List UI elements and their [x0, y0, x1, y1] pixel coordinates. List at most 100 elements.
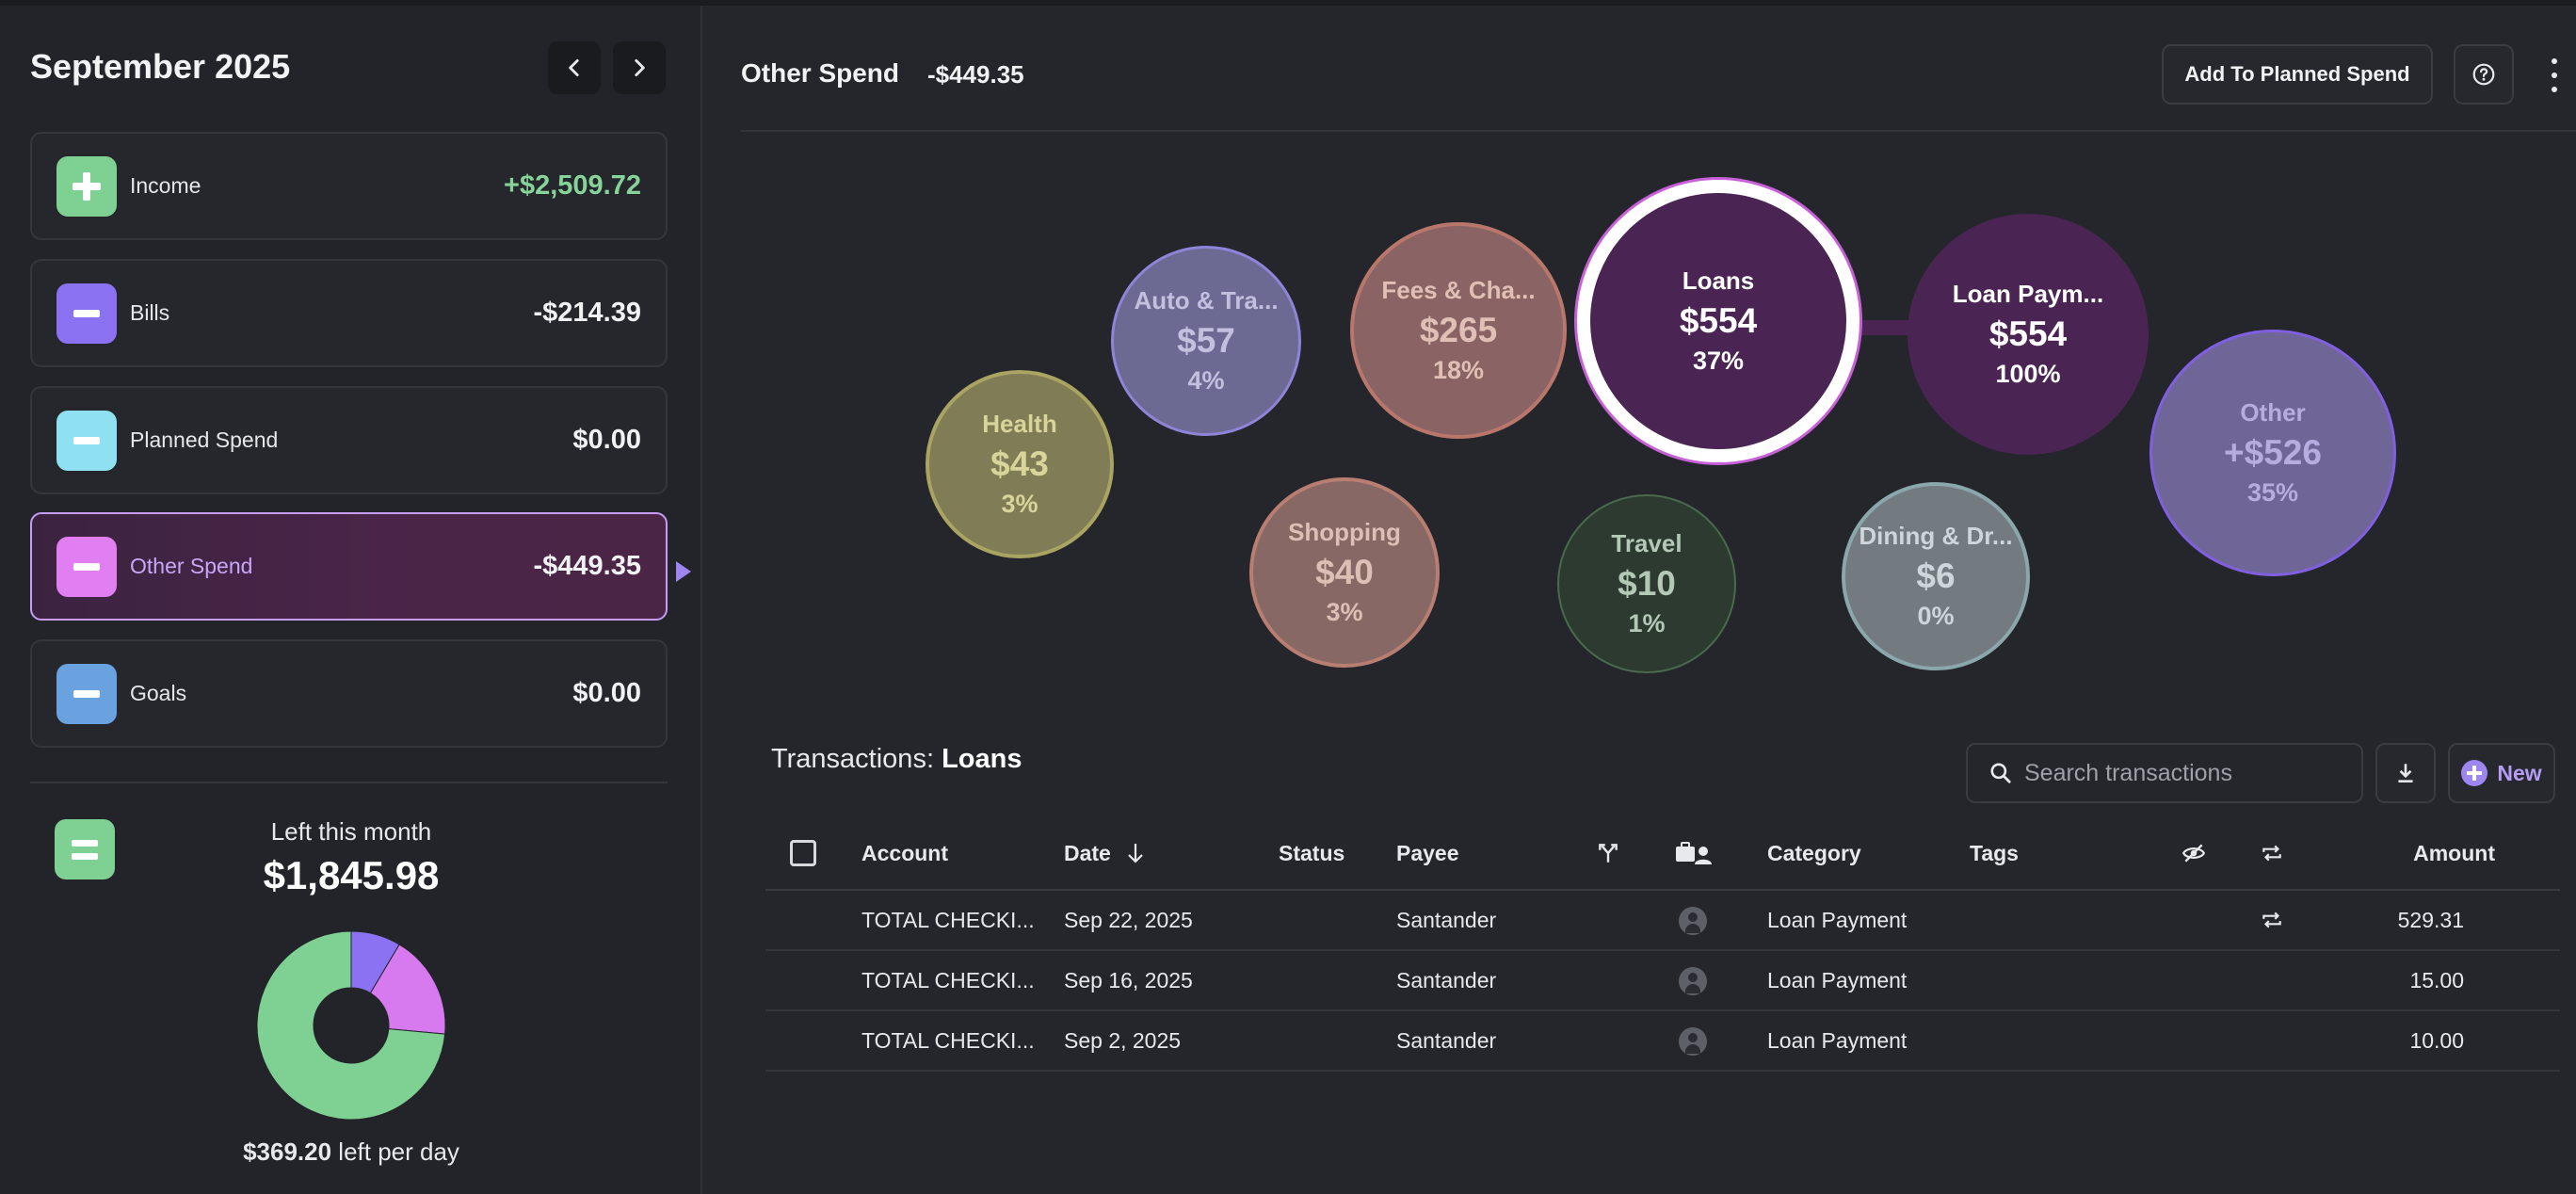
category-label: Goals	[130, 681, 187, 705]
category-card-income[interactable]: Income +$2,509.72	[30, 132, 668, 240]
bubble-amount: $265	[1419, 311, 1498, 349]
search-input[interactable]	[2024, 759, 2344, 787]
bubble-amount: $43	[990, 444, 1049, 483]
row-date: Sep 2, 2025	[1064, 1028, 1182, 1053]
column-header-payee[interactable]: Payee	[1396, 841, 1459, 865]
category-amount: -$214.39	[533, 298, 642, 328]
category-card-other-spend[interactable]: Other Spend -$449.35	[30, 512, 668, 621]
bubble-amount: $57	[1177, 321, 1235, 360]
bubble-fees-charges[interactable]: Fees & Cha... $265 18%	[1350, 222, 1567, 439]
bubble-loan-payment[interactable]: Loan Paym... $554 100%	[1908, 214, 2149, 455]
hidden-eye-icon[interactable]	[2181, 841, 2207, 865]
bubble-name: Dining & Dr...	[1859, 522, 2013, 550]
category-card-planned-spend[interactable]: Planned Spend $0.00	[30, 386, 668, 494]
personal-icon[interactable]	[1679, 907, 1707, 935]
personal-icon[interactable]	[1679, 967, 1707, 995]
row-date: Sep 16, 2025	[1064, 968, 1193, 992]
bubble-name: Travel	[1611, 529, 1682, 557]
next-month-button[interactable]	[613, 41, 666, 94]
split-icon[interactable]	[1596, 841, 1620, 865]
category-label: Planned Spend	[130, 428, 279, 452]
download-button[interactable]	[2375, 743, 2436, 803]
category-label: Other Spend	[130, 554, 253, 578]
bubble-percent: 1%	[1628, 609, 1666, 637]
new-button-label: New	[2497, 760, 2542, 785]
page-total: -$449.35	[927, 60, 1024, 89]
page-title: Other Spend	[741, 58, 900, 88]
category-amount: +$2,509.72	[504, 170, 641, 201]
category-label: Income	[130, 173, 201, 198]
bubble-name: Other	[2240, 398, 2306, 427]
bubble-amount: $554	[1679, 301, 1758, 340]
previous-month-button[interactable]	[548, 41, 601, 94]
row-category: Loan Payment	[1767, 908, 1908, 932]
bubble-dining-drinks[interactable]: Dining & Dr... $6 0%	[1842, 482, 2030, 670]
window-top-border	[0, 0, 2576, 6]
left-this-month-amount: $1,845.98	[263, 853, 440, 897]
equals-icon	[55, 819, 115, 879]
category-amount: $0.00	[572, 425, 641, 455]
category-amount: $0.00	[572, 678, 641, 708]
bubble-name: Auto & Tra...	[1134, 286, 1279, 315]
bubble-shopping[interactable]: Shopping $40 3%	[1249, 477, 1440, 668]
bubble-other[interactable]: Other +$526 35%	[2149, 330, 2396, 576]
row-date: Sep 22, 2025	[1064, 908, 1193, 932]
bubble-amount: $10	[1618, 564, 1676, 603]
add-circle-icon	[2461, 760, 2488, 786]
row-payee: Santander	[1396, 908, 1497, 932]
help-icon	[2472, 63, 2495, 86]
recurring-icon[interactable]	[2259, 908, 2285, 932]
more-options-icon[interactable]	[2548, 58, 2561, 92]
bubble-percent: 18%	[1432, 356, 1485, 384]
column-header-tags[interactable]: Tags	[1970, 841, 2019, 865]
per-day-label: left per day	[331, 1138, 459, 1166]
sort-descending-icon[interactable]	[1124, 841, 1147, 865]
category-card-bills[interactable]: Bills -$214.39	[30, 259, 668, 367]
row-account: TOTAL CHECKI...	[861, 968, 1035, 992]
bubble-name: Health	[982, 410, 1057, 438]
row-amount: 529.31	[2397, 908, 2464, 932]
bubble-percent: 3%	[1326, 598, 1363, 626]
business-personal-icon[interactable]	[1674, 840, 1714, 866]
plus-icon	[56, 155, 117, 217]
header-divider	[741, 130, 2576, 132]
add-to-planned-spend-button[interactable]: Add To Planned Spend	[2162, 44, 2433, 105]
column-header-status[interactable]: Status	[1279, 841, 1345, 865]
minus-icon	[56, 663, 117, 724]
chevron-right-icon	[635, 59, 645, 76]
column-header-amount[interactable]: Amount	[2413, 841, 2495, 865]
search-icon	[1990, 763, 2011, 783]
row-divider	[765, 949, 2560, 951]
bubble-percent: 100%	[1995, 360, 2061, 388]
category-card-goals[interactable]: Goals $0.00	[30, 639, 668, 748]
transactions-title-prefix: Transactions:	[771, 744, 942, 774]
row-category: Loan Payment	[1767, 1028, 1908, 1053]
row-payee: Santander	[1396, 968, 1497, 992]
bubble-amount: $40	[1315, 553, 1374, 591]
column-header-category[interactable]: Category	[1767, 841, 1861, 865]
month-title: September 2025	[30, 47, 291, 86]
help-button[interactable]	[2454, 44, 2514, 105]
bubble-connector	[1855, 320, 1911, 335]
select-all-checkbox[interactable]	[790, 840, 816, 866]
bubble-travel[interactable]: Travel $10 1%	[1557, 494, 1736, 673]
bubble-loans-selected[interactable]: Loans $554 37%	[1577, 180, 1860, 462]
bubble-name: Loans	[1682, 266, 1755, 295]
search-box[interactable]	[1966, 743, 2363, 803]
row-divider	[765, 1070, 2560, 1072]
active-indicator-arrow	[676, 561, 691, 582]
column-header-account[interactable]: Account	[861, 841, 948, 865]
new-transaction-button[interactable]: New	[2448, 743, 2555, 803]
bubble-health[interactable]: Health $43 3%	[926, 370, 1114, 558]
bubble-auto-transport[interactable]: Auto & Tra... $57 4%	[1111, 246, 1301, 436]
transactions-title-category: Loans	[942, 744, 1022, 774]
table-header-divider	[765, 889, 2560, 891]
recurring-icon[interactable]	[2259, 841, 2285, 865]
donut-slice-left	[256, 930, 446, 1121]
column-header-date[interactable]: Date	[1064, 841, 1111, 865]
personal-icon[interactable]	[1679, 1027, 1707, 1056]
row-account: TOTAL CHECKI...	[861, 1028, 1035, 1053]
row-amount: 15.00	[2409, 968, 2464, 992]
bubble-percent: 37%	[1692, 347, 1745, 375]
minus-icon	[56, 282, 117, 344]
